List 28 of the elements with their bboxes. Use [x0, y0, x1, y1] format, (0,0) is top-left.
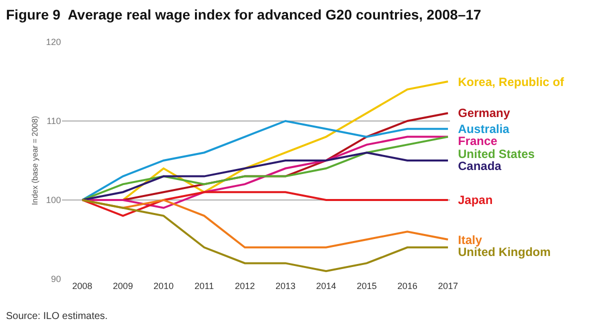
- line-series: [81, 199, 449, 272]
- x-tick-label: 2017: [438, 281, 458, 291]
- series-label: Australia: [458, 122, 510, 136]
- x-tick-label: 2011: [194, 281, 214, 291]
- series-label: Japan: [458, 193, 493, 207]
- x-tick-label: 2013: [275, 281, 296, 291]
- series-label: Canada: [458, 159, 502, 173]
- series-label: Germany: [458, 106, 510, 120]
- x-tick-label: 2009: [112, 281, 133, 291]
- line-series: [81, 152, 449, 201]
- y-axis-title: Index (base year = 2008): [30, 116, 40, 206]
- x-tick-label: 2008: [72, 281, 92, 291]
- y-tick-label: 110: [46, 116, 61, 126]
- series-label: Korea, Republic of: [458, 75, 566, 89]
- x-tick-label: 2010: [154, 281, 174, 291]
- series-label: Italy: [458, 233, 482, 247]
- series-label: United Kingdom: [458, 245, 551, 259]
- x-tick-label: 2016: [397, 281, 418, 291]
- series-label: United States: [458, 147, 536, 161]
- y-tick-label: 100: [46, 195, 61, 206]
- y-tick-label: 90: [50, 274, 61, 284]
- chart-title: Figure 9 Average real wage index for advanced G20 countries, 2008–17: [6, 6, 482, 23]
- source-note: Source: ILO estimates.: [6, 311, 108, 322]
- y-tick-label: 120: [46, 37, 61, 48]
- x-tick-label: 2015: [356, 281, 377, 291]
- series-label: France: [458, 134, 498, 148]
- x-tick-label: 2014: [316, 281, 336, 291]
- x-tick-label: 2012: [234, 281, 255, 291]
